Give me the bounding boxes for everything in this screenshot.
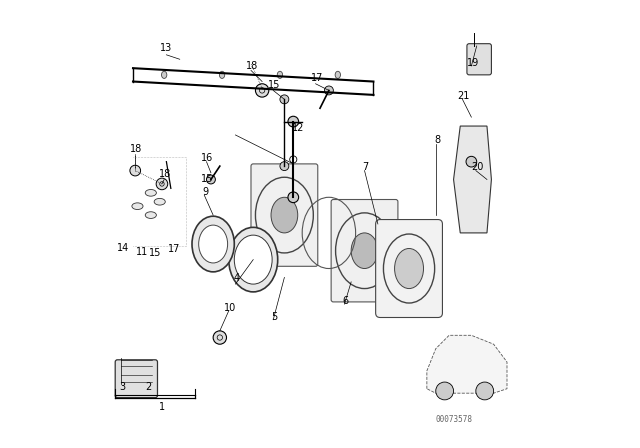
Text: 21: 21	[457, 91, 470, 101]
Text: 6: 6	[342, 296, 348, 306]
Text: 18: 18	[130, 144, 142, 154]
Ellipse shape	[234, 235, 272, 284]
Text: 2: 2	[145, 382, 152, 392]
Ellipse shape	[154, 198, 165, 205]
Ellipse shape	[395, 249, 424, 289]
Ellipse shape	[192, 216, 234, 272]
Text: 17: 17	[310, 73, 323, 83]
Ellipse shape	[161, 71, 167, 78]
Text: 4: 4	[233, 273, 239, 283]
Text: 1: 1	[159, 402, 165, 413]
Text: 15: 15	[201, 174, 214, 185]
Ellipse shape	[395, 249, 424, 289]
FancyBboxPatch shape	[467, 44, 492, 75]
Circle shape	[130, 165, 141, 176]
Text: 3: 3	[119, 382, 125, 392]
Circle shape	[288, 116, 299, 127]
Text: 8: 8	[434, 135, 440, 145]
Ellipse shape	[277, 71, 283, 78]
Text: 20: 20	[471, 162, 483, 172]
Polygon shape	[454, 126, 492, 233]
Text: 12: 12	[292, 123, 305, 133]
Text: 7: 7	[362, 162, 369, 172]
Text: 17: 17	[168, 244, 180, 254]
Text: 14: 14	[116, 243, 129, 254]
Circle shape	[213, 331, 227, 344]
Circle shape	[466, 156, 477, 167]
Text: 18: 18	[159, 169, 171, 179]
FancyBboxPatch shape	[331, 199, 398, 302]
Ellipse shape	[271, 197, 298, 233]
Ellipse shape	[145, 190, 156, 196]
Polygon shape	[427, 335, 507, 393]
Ellipse shape	[351, 233, 378, 268]
Text: 11: 11	[136, 247, 148, 257]
Circle shape	[324, 86, 333, 95]
FancyBboxPatch shape	[251, 164, 318, 266]
Text: 00073578: 00073578	[435, 415, 472, 424]
Circle shape	[207, 175, 216, 184]
Text: 15: 15	[268, 80, 280, 90]
Text: 18: 18	[246, 61, 258, 71]
Ellipse shape	[335, 71, 340, 78]
Circle shape	[476, 382, 493, 400]
Circle shape	[338, 224, 391, 277]
Circle shape	[280, 162, 289, 171]
Circle shape	[280, 95, 289, 104]
Text: 16: 16	[201, 153, 214, 163]
Circle shape	[288, 192, 299, 202]
Text: 9: 9	[202, 187, 208, 197]
Circle shape	[436, 382, 454, 400]
Text: 5: 5	[271, 312, 277, 322]
Text: 10: 10	[223, 303, 236, 313]
Text: 19: 19	[467, 58, 479, 68]
Circle shape	[255, 84, 269, 97]
Ellipse shape	[220, 71, 225, 78]
Ellipse shape	[228, 227, 278, 292]
Ellipse shape	[145, 212, 156, 219]
Circle shape	[156, 178, 168, 190]
Ellipse shape	[198, 225, 228, 263]
Text: 15: 15	[149, 248, 161, 258]
Ellipse shape	[383, 234, 435, 303]
Text: 13: 13	[160, 43, 173, 53]
FancyBboxPatch shape	[115, 360, 157, 398]
FancyBboxPatch shape	[376, 220, 442, 318]
Ellipse shape	[132, 203, 143, 210]
